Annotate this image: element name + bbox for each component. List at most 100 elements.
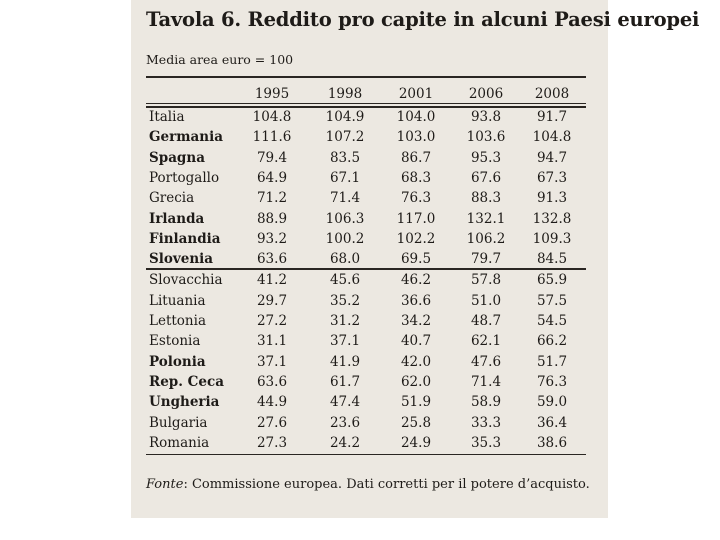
table-cell: 61.7 bbox=[329, 373, 361, 390]
table-cell: 76.3 bbox=[536, 373, 568, 390]
top-rule bbox=[146, 76, 586, 78]
source-note: Fonte: Commissione europea. Dati corrett… bbox=[146, 477, 590, 492]
table-cell: 62.0 bbox=[400, 373, 432, 390]
table-cell: 132.1 bbox=[466, 210, 506, 227]
table-cell: 48.7 bbox=[470, 313, 502, 329]
table-cell: 69.5 bbox=[400, 251, 432, 268]
table-cell: 27.3 bbox=[256, 434, 288, 451]
table-cell: 57.8 bbox=[470, 272, 502, 289]
source-label: Fonte bbox=[146, 477, 184, 492]
table-cell: 93.2 bbox=[256, 230, 288, 247]
table-cell: 86.7 bbox=[400, 149, 432, 166]
table-cell: 102.2 bbox=[396, 230, 436, 247]
table-cell: 88.9 bbox=[256, 210, 288, 227]
table-cell: 106.3 bbox=[325, 210, 365, 227]
table-cell: 67.6 bbox=[470, 169, 502, 186]
table-cell: 111.6 bbox=[252, 129, 292, 146]
table-title: Tavola 6. Reddito pro capite in alcuni P… bbox=[146, 8, 700, 31]
table-cell: 23.6 bbox=[329, 414, 361, 431]
table-cell: 68.0 bbox=[329, 251, 361, 268]
table-cell: 71.4 bbox=[329, 190, 361, 207]
year-header-1995: 1995 bbox=[254, 86, 290, 102]
table-cell: 37.1 bbox=[256, 353, 288, 370]
row-country-label: Bulgaria bbox=[149, 414, 208, 431]
table-cell: 29.7 bbox=[256, 292, 288, 309]
table-cell: 51.0 bbox=[470, 292, 502, 309]
table-cell: 41.9 bbox=[329, 353, 361, 370]
table-cell: 59.0 bbox=[536, 394, 568, 411]
header-rule bbox=[146, 103, 586, 104]
table-cell: 24.9 bbox=[400, 434, 432, 451]
table-cell: 57.5 bbox=[536, 292, 568, 309]
scanned-table-page: Tavola 6. Reddito pro capite in alcuni P… bbox=[131, 0, 699, 518]
table-cell: 107.2 bbox=[325, 129, 365, 146]
year-header-2001: 2001 bbox=[398, 86, 434, 102]
table-cell: 34.2 bbox=[400, 313, 432, 329]
table-cell: 104.0 bbox=[396, 109, 436, 125]
year-header-2008: 2008 bbox=[534, 86, 570, 102]
table-cell: 100.2 bbox=[325, 230, 365, 247]
table-cell: 51.7 bbox=[536, 353, 568, 370]
table-cell: 27.6 bbox=[256, 414, 288, 431]
table-cell: 45.6 bbox=[329, 272, 361, 289]
table-cell: 71.2 bbox=[256, 190, 288, 207]
table-cell: 42.0 bbox=[400, 353, 432, 370]
row-country-label: Ungheria bbox=[149, 394, 220, 411]
table-cell: 63.6 bbox=[256, 373, 288, 390]
row-country-label: Grecia bbox=[149, 190, 195, 207]
row-country-label: Spagna bbox=[149, 149, 205, 166]
table-cell: 94.7 bbox=[536, 149, 568, 166]
table-cell: 27.2 bbox=[256, 313, 288, 329]
table-cell: 40.7 bbox=[400, 333, 432, 350]
table-cell: 35.2 bbox=[329, 292, 361, 309]
header-rule-double bbox=[146, 106, 586, 108]
row-country-label: Finlandia bbox=[149, 230, 221, 247]
bottom-rule bbox=[146, 454, 586, 455]
source-text: : Commissione europea. Dati corretti per… bbox=[183, 477, 590, 492]
table-cell: 47.6 bbox=[470, 353, 502, 370]
table-cell: 83.5 bbox=[329, 149, 361, 166]
table-cell: 37.1 bbox=[329, 333, 361, 350]
table-cell: 103.6 bbox=[466, 129, 506, 146]
table-cell: 93.8 bbox=[470, 109, 502, 125]
table-cell: 66.2 bbox=[536, 333, 568, 350]
table-cell: 104.8 bbox=[252, 109, 292, 125]
row-country-label: Estonia bbox=[149, 333, 201, 350]
table-cell: 25.8 bbox=[400, 414, 432, 431]
table-cell: 68.3 bbox=[400, 169, 432, 186]
table-cell: 65.9 bbox=[536, 272, 568, 289]
year-header-2006: 2006 bbox=[468, 86, 504, 102]
row-country-label: Italia bbox=[149, 109, 185, 125]
year-header-1998: 1998 bbox=[327, 86, 363, 102]
table-cell: 95.3 bbox=[470, 149, 502, 166]
table-cell: 71.4 bbox=[470, 373, 502, 390]
table-cell: 91.7 bbox=[536, 109, 568, 125]
table-cell: 79.7 bbox=[470, 251, 502, 268]
row-country-label: Lettonia bbox=[149, 313, 206, 329]
row-country-label: Irlanda bbox=[149, 210, 205, 227]
table-cell: 41.2 bbox=[256, 272, 288, 289]
table-cell: 103.0 bbox=[396, 129, 436, 146]
table-cell: 117.0 bbox=[396, 210, 436, 227]
table-cell: 109.3 bbox=[532, 230, 572, 247]
row-country-label: Slovenia bbox=[149, 251, 214, 268]
table-cell: 79.4 bbox=[256, 149, 288, 166]
table-cell: 63.6 bbox=[256, 251, 288, 268]
row-country-label: Slovacchia bbox=[149, 272, 223, 289]
table-cell: 64.9 bbox=[256, 169, 288, 186]
row-country-label: Germania bbox=[149, 129, 223, 146]
group-separator-rule bbox=[146, 268, 586, 270]
table-cell: 36.6 bbox=[400, 292, 432, 309]
table-cell: 104.8 bbox=[532, 129, 572, 146]
table-cell: 36.4 bbox=[536, 414, 568, 431]
table-cell: 35.3 bbox=[470, 434, 502, 451]
table-cell: 46.2 bbox=[400, 272, 432, 289]
table-cell: 33.3 bbox=[470, 414, 502, 431]
table-cell: 76.3 bbox=[400, 190, 432, 207]
row-country-label: Polonia bbox=[149, 353, 206, 370]
table-cell: 51.9 bbox=[400, 394, 432, 411]
table-cell: 62.1 bbox=[470, 333, 502, 350]
table-cell: 38.6 bbox=[536, 434, 568, 451]
table-cell: 24.2 bbox=[329, 434, 361, 451]
table-cell: 104.9 bbox=[325, 109, 365, 125]
